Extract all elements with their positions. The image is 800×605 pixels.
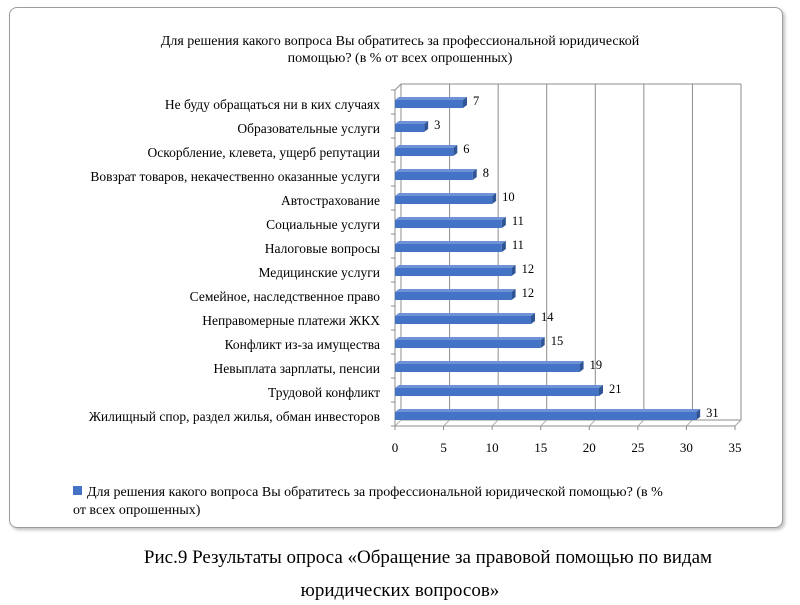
bar: [395, 244, 502, 252]
bar-top-face: [395, 313, 535, 316]
x-tick-label: 35: [729, 440, 742, 455]
data-label: 10: [502, 190, 514, 204]
legend-swatch: [73, 486, 82, 495]
data-label: 3: [434, 118, 440, 132]
bar-top-face: [395, 385, 603, 388]
category-label: Образовательные услуги: [237, 121, 380, 136]
floor-tick: [443, 419, 450, 427]
bar-side-face: [540, 337, 545, 348]
chart-title-line-1: Для решения какого вопроса Вы обратитесь…: [160, 34, 640, 49]
bar-top-face: [395, 409, 701, 412]
bar-side-face: [599, 385, 603, 396]
category-label: Автострахование: [281, 193, 380, 208]
data-label: 7: [473, 94, 479, 108]
data-label: 19: [590, 358, 603, 372]
floor-tick: [588, 419, 596, 427]
bar: [395, 340, 541, 348]
bar: [395, 124, 425, 132]
category-label: Неправомерные платежи ЖКХ: [202, 313, 380, 328]
bar: [395, 268, 512, 276]
x-tick-label: 30: [680, 440, 693, 455]
category-label: Не буду обращаться ни в ких случаях: [165, 97, 380, 112]
bar: [395, 148, 454, 156]
figure-caption-line-2: юридических вопросов»: [300, 580, 500, 601]
data-label: 6: [463, 142, 469, 156]
chart-title-line-2: помощью? (в % от всех опрошенных): [287, 51, 513, 66]
bar-side-face: [696, 409, 701, 420]
x-tick-label: 10: [486, 440, 499, 455]
floor-tick: [637, 419, 645, 427]
bar: [395, 316, 531, 324]
category-label: Жилищный спор, раздел жилья, обман инвес…: [89, 409, 380, 424]
bar: [395, 196, 493, 204]
bar: [395, 364, 580, 372]
bar-top-face: [395, 265, 516, 268]
bar-side-face: [511, 289, 516, 300]
x-tick-label: 20: [583, 440, 596, 455]
category-label: Оскорбление, клевета, ущерб репутации: [147, 145, 380, 160]
data-label: 14: [541, 310, 554, 324]
figure-caption-line-1: Рис.9 Результаты опроса «Обращение за пр…: [143, 547, 713, 568]
legend-text-line-1: Для решения какого вопроса Вы обратитесь…: [87, 485, 663, 500]
bar-top-face: [395, 169, 477, 172]
floor-tick: [540, 419, 548, 427]
bar-top-face: [395, 217, 506, 220]
bar: [395, 100, 463, 108]
legend: Для решения какого вопроса Вы обратитесь…: [73, 484, 733, 520]
bar-top-face: [395, 97, 467, 100]
bar-side-face: [492, 193, 497, 204]
bar-top-face: [395, 289, 516, 292]
x-tick-label: 25: [631, 440, 644, 455]
bar-side-face: [511, 265, 516, 276]
data-label: 15: [551, 334, 564, 348]
category-label: Социальные услуги: [266, 217, 380, 232]
legend-text-line-2: от всех опрошенных): [73, 503, 201, 518]
bar-side-face: [424, 121, 429, 132]
bar-top-face: [395, 193, 497, 196]
data-label: 12: [522, 286, 535, 300]
bar: [395, 220, 502, 228]
data-label: 21: [609, 382, 622, 396]
bar-side-face: [501, 217, 506, 228]
x-tick-label: 15: [534, 440, 547, 455]
data-label: 8: [483, 166, 489, 180]
floor-tick: [734, 419, 742, 427]
category-label: Налоговые вопросы: [265, 241, 380, 256]
bar-top-face: [395, 361, 584, 364]
category-label: Вовзрат товаров, некачественно оказанные…: [90, 169, 380, 184]
category-label: Конфликт из-за имущества: [225, 337, 380, 352]
x-tick-label: 5: [440, 440, 447, 455]
data-label: 11: [512, 214, 524, 228]
bar-side-face: [472, 169, 477, 180]
bar-side-face: [453, 145, 458, 156]
category-label: Трудовой конфликт: [268, 385, 380, 400]
data-label: 12: [522, 262, 535, 276]
category-label: Невыплата зарплаты, пенсии: [213, 361, 380, 376]
bar: [395, 412, 697, 420]
bar-side-face: [463, 97, 467, 108]
bar-top-face: [395, 337, 545, 340]
bar: [395, 388, 599, 396]
y-axis-depth-top: [394, 83, 402, 91]
bar-side-face: [501, 241, 506, 252]
bar: [395, 172, 473, 180]
data-label: 31: [706, 406, 719, 420]
bar-top-face: [395, 241, 506, 244]
data-label: 11: [512, 238, 524, 252]
bar-top-face: [395, 121, 429, 124]
bar-top-face: [395, 145, 458, 148]
category-label: Семейное, наследственное право: [190, 289, 381, 304]
floor-tick: [686, 419, 693, 427]
category-label: Медицинские услуги: [258, 265, 380, 280]
floor-tick: [394, 419, 402, 427]
bar-side-face: [579, 361, 584, 372]
x-tick-label: 0: [392, 440, 399, 455]
bar: [395, 292, 512, 300]
floor-tick: [491, 419, 499, 427]
bar-side-face: [531, 313, 535, 324]
